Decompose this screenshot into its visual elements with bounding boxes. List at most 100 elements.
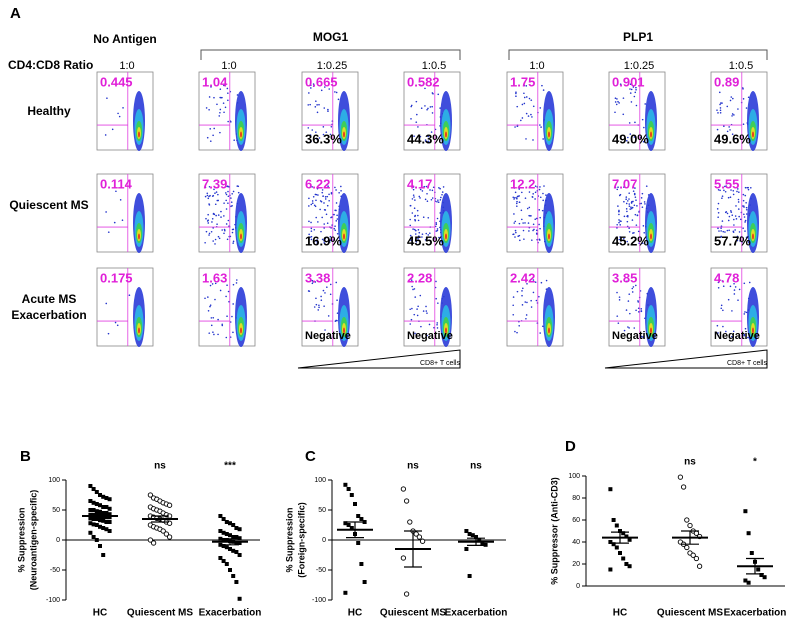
event-dot xyxy=(633,136,636,138)
event-dot xyxy=(310,140,312,143)
event-dot xyxy=(722,325,724,328)
data-point xyxy=(627,564,632,569)
event-dot xyxy=(307,127,310,129)
event-dot xyxy=(327,315,330,317)
event-dot xyxy=(219,289,222,292)
event-dot xyxy=(523,238,525,240)
event-dot xyxy=(630,207,633,210)
event-dot xyxy=(717,211,720,214)
data-point xyxy=(416,534,423,540)
event-dot xyxy=(734,286,737,288)
event-dot xyxy=(542,325,544,328)
event-dot xyxy=(719,236,722,238)
event-dot xyxy=(628,230,631,233)
data-point xyxy=(343,482,348,487)
data-point xyxy=(88,499,93,503)
data-point xyxy=(759,573,764,577)
event-dot xyxy=(417,237,419,240)
event-dot xyxy=(542,138,544,140)
event-dot xyxy=(214,282,217,285)
event-dot xyxy=(716,128,719,131)
event-dot xyxy=(733,289,736,291)
data-point xyxy=(618,529,622,533)
event-dot xyxy=(527,115,530,117)
event-dot xyxy=(630,88,633,91)
event-dot xyxy=(637,230,640,233)
data-point xyxy=(98,518,102,523)
event-dot xyxy=(516,290,519,293)
data-point xyxy=(464,547,469,551)
event-dot xyxy=(747,188,750,191)
gate-value: 0.582 xyxy=(407,74,440,89)
data-point xyxy=(346,487,351,491)
data-point xyxy=(608,487,613,492)
data-point xyxy=(237,596,242,601)
event-dot xyxy=(437,199,439,201)
event-dot xyxy=(628,227,630,229)
event-dot xyxy=(329,283,332,286)
event-dot xyxy=(743,313,746,315)
event-dot xyxy=(736,239,739,242)
event-dot xyxy=(541,84,543,87)
event-dot xyxy=(721,197,723,200)
event-dot xyxy=(626,210,628,213)
x-tick-label: Exacerbation xyxy=(724,608,787,619)
event-dot xyxy=(532,223,535,226)
event-dot xyxy=(209,305,211,308)
event-dot xyxy=(315,193,318,196)
event-dot xyxy=(235,282,238,284)
event-dot xyxy=(214,192,216,194)
event-dot xyxy=(316,138,318,141)
event-dot xyxy=(439,187,441,190)
event-dot xyxy=(623,329,626,332)
event-dot xyxy=(436,322,439,324)
event-dot xyxy=(532,105,535,108)
group-label: No Antigen xyxy=(93,32,157,46)
event-dot xyxy=(625,198,627,201)
event-dot xyxy=(746,186,749,189)
y-axis-label: (Foreign-specific) xyxy=(296,502,306,578)
data-point xyxy=(107,520,112,524)
event-dot xyxy=(416,209,419,212)
event-dot xyxy=(530,299,532,302)
event-dot xyxy=(735,205,737,207)
data-point xyxy=(221,538,226,542)
event-dot xyxy=(431,197,434,199)
event-dot xyxy=(629,312,631,315)
event-dot xyxy=(226,284,228,287)
event-dot xyxy=(542,192,544,195)
event-dot xyxy=(330,191,333,194)
event-dot xyxy=(210,317,213,319)
event-dot xyxy=(223,228,226,231)
event-dot xyxy=(744,194,747,197)
flow-plot xyxy=(608,71,666,151)
event-dot xyxy=(628,203,631,205)
data-point xyxy=(608,540,613,544)
data-point xyxy=(98,509,102,514)
event-dot xyxy=(615,103,618,106)
y-tick-label: 0 xyxy=(56,537,60,544)
event-dot xyxy=(418,195,421,198)
error-bar xyxy=(611,531,629,544)
data-point xyxy=(403,498,410,504)
event-dot xyxy=(732,330,735,333)
event-dot xyxy=(411,285,413,288)
event-dot xyxy=(745,206,748,209)
event-dot xyxy=(414,296,417,298)
event-dot xyxy=(335,202,338,204)
gate xyxy=(97,72,129,150)
event-dot xyxy=(514,330,516,333)
data-point xyxy=(477,538,482,542)
event-dot xyxy=(225,193,228,196)
event-dot xyxy=(417,219,420,222)
event-dot xyxy=(412,186,415,188)
event-dot xyxy=(424,239,427,241)
event-dot xyxy=(330,227,332,229)
data-point xyxy=(359,517,364,521)
event-dot xyxy=(207,222,210,224)
event-dot xyxy=(520,209,523,212)
flow-plot xyxy=(96,267,154,347)
event-dot xyxy=(435,136,438,138)
ratio-label: 1:0 xyxy=(119,60,134,72)
flow-plot xyxy=(403,71,461,151)
